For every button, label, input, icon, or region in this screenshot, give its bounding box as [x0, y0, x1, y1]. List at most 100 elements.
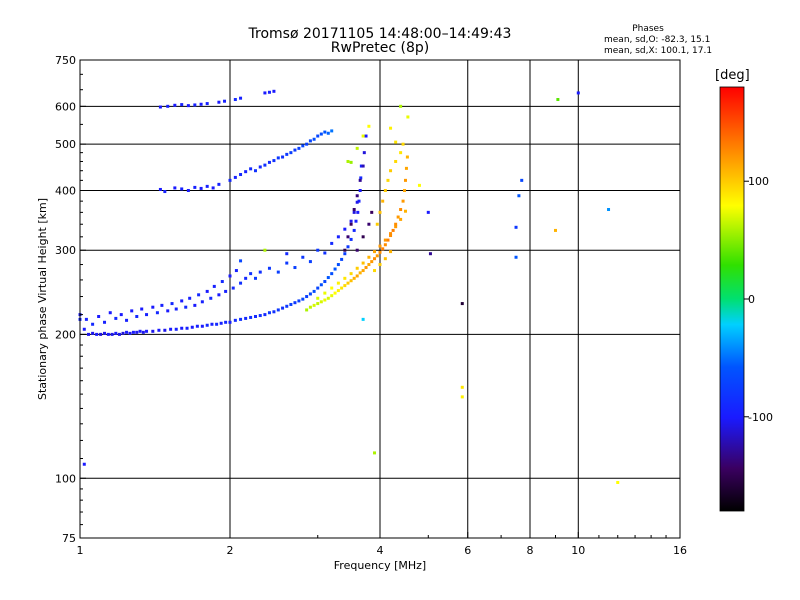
- data-point: [305, 295, 309, 299]
- data-point: [281, 306, 285, 310]
- data-point: [97, 314, 101, 318]
- data-point: [308, 305, 312, 309]
- y-tick-label: 100: [55, 472, 76, 485]
- data-point: [140, 307, 144, 311]
- data-points: [78, 89, 620, 484]
- data-point: [323, 280, 327, 284]
- data-point: [211, 186, 215, 190]
- data-point: [263, 248, 267, 252]
- phases-o-stats: mean, sd,O: -82.3, 15.1: [604, 35, 711, 45]
- data-point: [239, 96, 243, 100]
- data-point: [210, 322, 214, 326]
- y-axis-label: Stationary phase Virtual Height [km]: [36, 198, 49, 400]
- data-point: [106, 332, 110, 336]
- data-point: [394, 159, 398, 163]
- data-point: [340, 257, 344, 261]
- data-point: [305, 142, 309, 146]
- data-point: [267, 266, 271, 270]
- data-point: [263, 313, 267, 317]
- data-point: [373, 250, 377, 254]
- data-point: [389, 169, 393, 173]
- data-point: [386, 178, 390, 182]
- data-point: [110, 332, 114, 336]
- data-point: [231, 286, 235, 290]
- data-point: [361, 261, 365, 265]
- colorbar-tick-label: 0: [748, 293, 755, 306]
- data-point: [349, 222, 353, 226]
- data-point: [276, 156, 280, 160]
- data-point: [359, 176, 363, 180]
- data-point: [239, 317, 243, 321]
- data-point: [607, 208, 611, 212]
- data-point: [258, 270, 262, 274]
- data-point: [389, 232, 393, 236]
- data-point: [155, 311, 159, 315]
- data-point: [361, 269, 365, 273]
- data-point: [316, 134, 320, 138]
- data-point: [289, 151, 293, 155]
- axis-ticks: 1 2 4 6 8 10 16 75 100 200 300 400 500 600 750: [55, 54, 687, 557]
- data-point: [394, 140, 398, 144]
- data-point: [173, 186, 177, 190]
- data-point: [301, 297, 305, 301]
- data-point: [520, 178, 524, 182]
- data-point: [253, 276, 257, 280]
- data-point: [199, 102, 203, 106]
- data-point: [514, 225, 518, 229]
- data-point: [84, 317, 88, 321]
- data-point: [205, 184, 209, 188]
- data-point: [330, 272, 334, 276]
- data-point: [323, 291, 327, 295]
- data-point: [406, 115, 410, 119]
- data-point: [121, 331, 125, 335]
- data-point: [381, 199, 385, 203]
- data-point: [249, 272, 253, 276]
- data-point: [188, 296, 192, 300]
- data-point: [378, 244, 382, 248]
- data-point: [323, 251, 327, 255]
- data-point: [114, 316, 118, 320]
- data-point: [157, 328, 161, 332]
- data-point: [349, 219, 353, 223]
- phases-heading: Phases: [632, 24, 664, 34]
- data-point: [233, 175, 237, 179]
- data-point: [373, 269, 377, 273]
- data-point: [186, 188, 190, 192]
- data-point: [460, 395, 464, 399]
- data-point: [193, 103, 197, 107]
- data-point: [145, 313, 149, 317]
- data-point: [219, 321, 223, 325]
- x-tick-label: 1: [77, 544, 84, 557]
- colorbar-tick-label: -100: [748, 411, 773, 424]
- data-point: [263, 91, 267, 95]
- data-point: [403, 178, 407, 182]
- data-point: [396, 215, 400, 219]
- data-point: [285, 261, 289, 265]
- data-point: [319, 132, 323, 136]
- data-point: [346, 281, 350, 285]
- data-point: [403, 188, 407, 192]
- data-point: [364, 266, 368, 270]
- colorbar: [719, 86, 745, 512]
- data-point: [117, 332, 121, 336]
- data-point: [200, 300, 204, 304]
- data-point: [370, 260, 374, 264]
- data-point: [383, 243, 387, 247]
- data-point: [336, 263, 340, 267]
- data-point: [358, 188, 362, 192]
- data-point: [358, 271, 362, 275]
- data-point: [326, 276, 330, 280]
- data-point: [355, 274, 359, 278]
- data-point: [312, 289, 316, 293]
- data-point: [616, 480, 620, 484]
- data-point: [91, 331, 95, 335]
- data-point: [333, 267, 337, 271]
- data-point: [378, 250, 382, 254]
- data-point: [330, 286, 334, 290]
- data-point: [267, 160, 271, 164]
- data-point: [316, 248, 320, 252]
- data-point: [355, 200, 359, 204]
- data-point: [224, 320, 228, 324]
- data-point: [184, 305, 188, 309]
- y-tick-label: 750: [55, 54, 76, 67]
